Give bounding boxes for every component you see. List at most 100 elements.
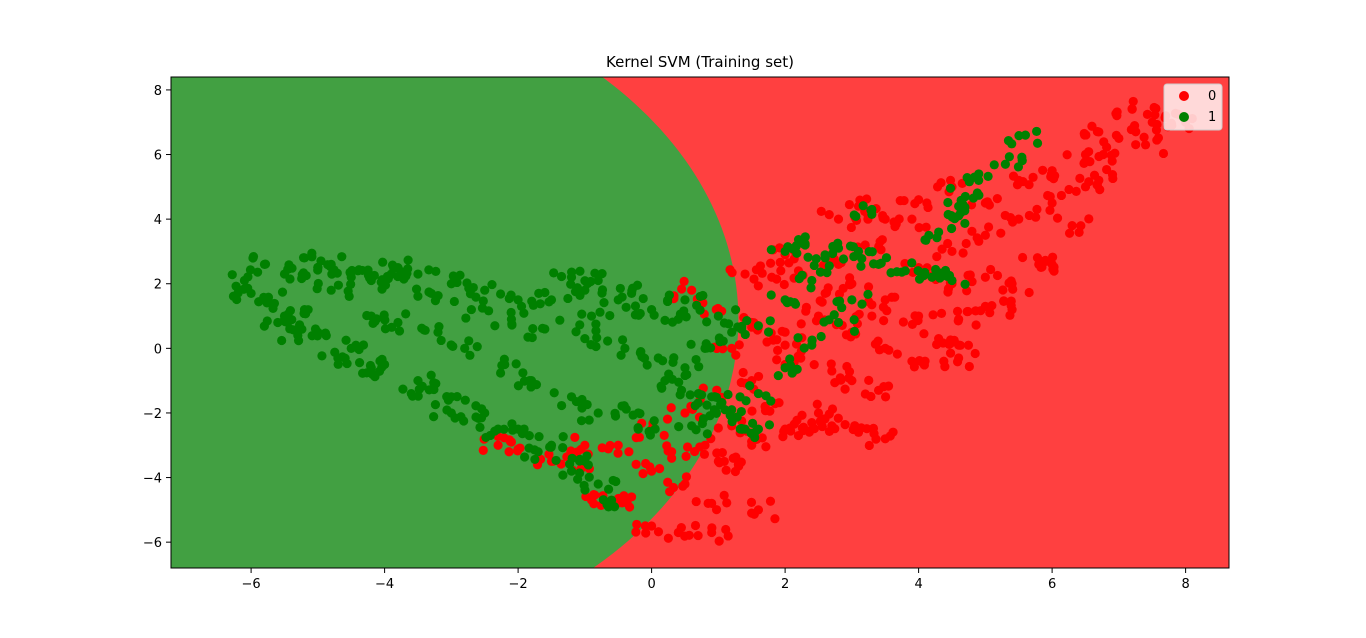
y-tick-label: 6 xyxy=(154,149,162,164)
point-class-1 xyxy=(477,303,488,313)
point-class-1 xyxy=(285,274,295,284)
point-class-1 xyxy=(833,317,844,328)
point-class-0 xyxy=(749,274,759,284)
point-class-1 xyxy=(605,310,615,321)
point-class-0 xyxy=(888,427,898,437)
point-class-1 xyxy=(753,388,764,399)
point-class-0 xyxy=(770,514,780,524)
point-class-0 xyxy=(779,279,789,290)
point-class-0 xyxy=(844,199,855,210)
point-class-1 xyxy=(705,343,716,353)
point-class-0 xyxy=(826,359,836,369)
point-class-0 xyxy=(772,335,782,345)
point-class-0 xyxy=(833,214,844,224)
point-class-1 xyxy=(630,301,641,311)
point-class-1 xyxy=(658,356,668,366)
point-class-1 xyxy=(766,245,776,255)
point-class-1 xyxy=(411,284,422,294)
point-class-0 xyxy=(816,206,826,216)
point-class-0 xyxy=(1052,213,1063,223)
point-class-1 xyxy=(680,295,690,305)
point-class-1 xyxy=(487,279,497,290)
point-class-0 xyxy=(1018,252,1028,263)
point-class-1 xyxy=(790,299,801,309)
point-class-1 xyxy=(824,261,834,271)
point-class-0 xyxy=(874,241,884,252)
point-class-1 xyxy=(528,323,538,334)
point-class-1 xyxy=(714,333,724,343)
point-class-0 xyxy=(613,440,623,450)
point-class-0 xyxy=(690,520,701,531)
point-class-1 xyxy=(555,315,565,325)
point-class-0 xyxy=(691,496,701,507)
point-class-1 xyxy=(377,354,387,364)
point-class-1 xyxy=(393,317,403,328)
point-class-1 xyxy=(253,267,263,277)
point-class-0 xyxy=(727,343,737,353)
point-class-1 xyxy=(436,335,446,346)
point-class-0 xyxy=(667,453,677,463)
point-class-1 xyxy=(354,357,365,368)
point-class-1 xyxy=(974,190,984,200)
point-class-0 xyxy=(868,423,879,434)
point-class-1 xyxy=(567,267,577,277)
point-class-1 xyxy=(464,336,474,346)
point-class-0 xyxy=(1028,172,1038,182)
point-class-0 xyxy=(824,409,834,419)
point-class-0 xyxy=(690,446,700,457)
point-class-0 xyxy=(970,348,980,359)
point-class-1 xyxy=(849,315,859,325)
point-class-1 xyxy=(369,270,379,281)
point-class-0 xyxy=(681,451,691,461)
point-class-0 xyxy=(707,523,717,533)
point-class-0 xyxy=(883,381,894,391)
point-class-0 xyxy=(1089,170,1100,180)
point-class-0 xyxy=(809,360,819,370)
point-class-0 xyxy=(964,361,974,372)
point-class-0 xyxy=(493,440,503,450)
point-class-1 xyxy=(574,456,585,466)
point-class-0 xyxy=(830,424,840,434)
point-class-1 xyxy=(531,380,542,390)
point-class-0 xyxy=(681,472,692,482)
point-class-0 xyxy=(772,274,782,284)
point-class-1 xyxy=(382,271,392,282)
point-class-0 xyxy=(980,272,990,282)
point-class-0 xyxy=(898,317,908,327)
point-class-0 xyxy=(1108,173,1118,184)
point-class-1 xyxy=(544,297,554,307)
point-class-1 xyxy=(344,291,354,301)
point-class-0 xyxy=(1031,212,1041,222)
point-class-1 xyxy=(419,325,429,335)
point-class-0 xyxy=(955,340,965,350)
point-class-1 xyxy=(736,406,746,417)
point-class-1 xyxy=(1031,126,1042,137)
point-class-0 xyxy=(1111,130,1121,140)
point-class-0 xyxy=(1032,204,1042,214)
point-class-1 xyxy=(674,422,684,432)
x-tick-label: −4 xyxy=(375,577,394,592)
point-class-1 xyxy=(960,218,970,229)
point-class-1 xyxy=(584,415,594,425)
point-class-0 xyxy=(1139,132,1149,142)
point-class-0 xyxy=(864,440,874,451)
point-class-1 xyxy=(829,310,839,320)
point-class-0 xyxy=(936,308,947,318)
point-class-0 xyxy=(513,446,523,456)
point-class-1 xyxy=(803,252,813,262)
point-class-1 xyxy=(616,350,626,360)
point-class-1 xyxy=(610,408,620,418)
point-class-1 xyxy=(727,417,737,427)
point-class-0 xyxy=(682,442,693,452)
point-class-1 xyxy=(593,479,603,489)
point-class-0 xyxy=(603,444,613,454)
point-class-0 xyxy=(1018,176,1028,187)
point-class-1 xyxy=(530,454,540,465)
point-class-0 xyxy=(860,240,870,250)
point-class-1 xyxy=(575,266,585,276)
point-class-1 xyxy=(649,310,659,320)
point-class-0 xyxy=(785,423,795,433)
point-class-0 xyxy=(631,459,641,469)
point-class-1 xyxy=(387,322,397,332)
point-class-1 xyxy=(628,410,638,420)
